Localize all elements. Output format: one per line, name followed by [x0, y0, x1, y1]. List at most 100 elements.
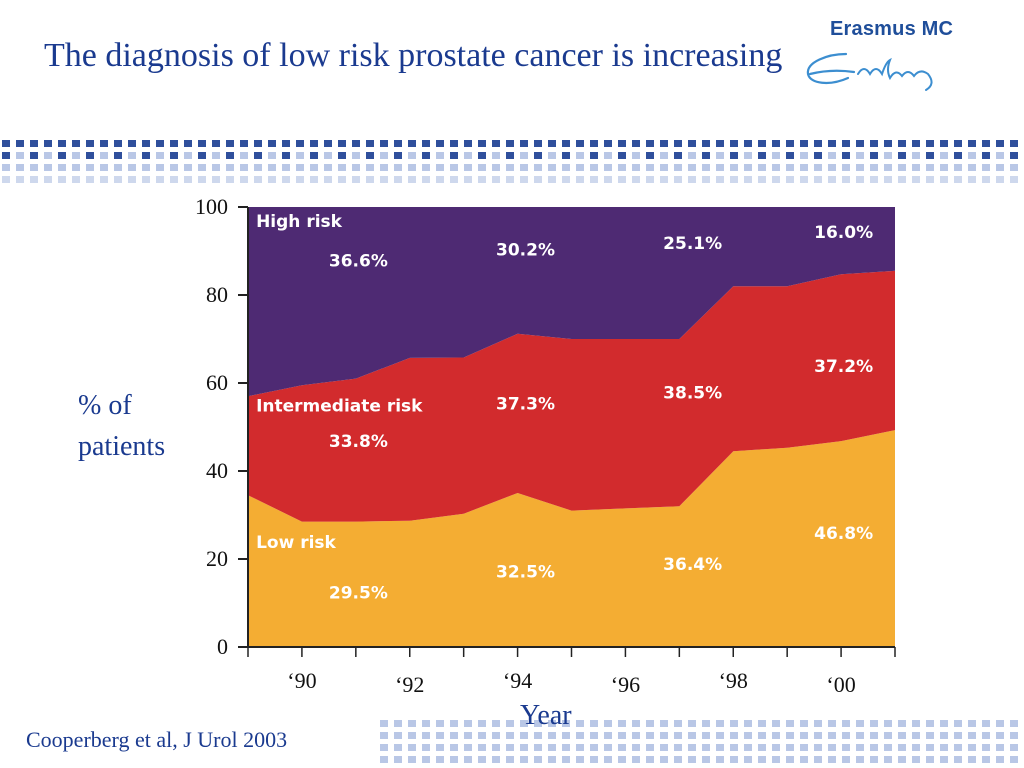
band-square [688, 140, 696, 147]
band-square [534, 732, 542, 739]
band-square [590, 756, 598, 763]
band-square [800, 720, 808, 727]
band-square [926, 756, 934, 763]
y-tick-label: 40 [206, 458, 228, 483]
band-square [254, 140, 262, 147]
band-square [758, 732, 766, 739]
band-square [982, 164, 990, 171]
band-square [982, 176, 990, 183]
band-square [842, 152, 850, 159]
band-square [212, 140, 220, 147]
band-square [436, 732, 444, 739]
band-square [394, 756, 402, 763]
band-square [338, 152, 346, 159]
band-square [800, 164, 808, 171]
band-square [926, 176, 934, 183]
band-square [702, 756, 710, 763]
band-square [870, 152, 878, 159]
band-square [114, 176, 122, 183]
band-square [478, 164, 486, 171]
band-square [296, 152, 304, 159]
band-square [506, 152, 514, 159]
band-square [716, 176, 724, 183]
band-square [590, 140, 598, 147]
x-axis-title: Year [520, 700, 572, 731]
band-square [982, 756, 990, 763]
band-square [534, 756, 542, 763]
band-square [422, 140, 430, 147]
band-square [576, 744, 584, 751]
band-square [30, 152, 38, 159]
area-label: 30.2% [496, 240, 555, 260]
band-square [170, 176, 178, 183]
band-square [576, 164, 584, 171]
band-square [310, 176, 318, 183]
band-square [534, 744, 542, 751]
band-square [660, 164, 668, 171]
band-square [268, 164, 276, 171]
band-square [408, 756, 416, 763]
band-square [16, 140, 24, 147]
band-square [842, 164, 850, 171]
band-square [170, 152, 178, 159]
y-tick-label: 100 [195, 194, 228, 219]
band-square [72, 176, 80, 183]
band-square [16, 176, 24, 183]
area-label: High risk [256, 212, 343, 232]
band-square [898, 720, 906, 727]
band-square [576, 152, 584, 159]
band-square [492, 164, 500, 171]
band-square [506, 732, 514, 739]
band-square [492, 732, 500, 739]
band-square [254, 152, 262, 159]
band-square [618, 756, 626, 763]
band-square [366, 176, 374, 183]
band-square [814, 152, 822, 159]
band-square [898, 732, 906, 739]
band-square [940, 176, 948, 183]
band-square [114, 164, 122, 171]
band-square [506, 140, 514, 147]
band-square [142, 176, 150, 183]
band-square [380, 720, 388, 727]
band-square [744, 756, 752, 763]
band-square [100, 140, 108, 147]
band-square [296, 140, 304, 147]
band-square [240, 140, 248, 147]
band-square [590, 164, 598, 171]
band-square [450, 732, 458, 739]
band-square [758, 720, 766, 727]
band-square [632, 720, 640, 727]
band-square [800, 744, 808, 751]
band-square [744, 732, 752, 739]
band-square [618, 720, 626, 727]
band-square [380, 744, 388, 751]
band-square [562, 140, 570, 147]
band-square [828, 756, 836, 763]
band-square [576, 756, 584, 763]
band-square [828, 140, 836, 147]
band-square [730, 732, 738, 739]
band-square [380, 152, 388, 159]
band-square [310, 164, 318, 171]
band-square [744, 720, 752, 727]
band-square [996, 140, 1004, 147]
band-square [450, 756, 458, 763]
band-square [996, 152, 1004, 159]
band-square [912, 176, 920, 183]
band-square [436, 176, 444, 183]
band-square [758, 164, 766, 171]
band-square [534, 152, 542, 159]
band-square [408, 720, 416, 727]
band-square [44, 176, 52, 183]
band-square [618, 164, 626, 171]
band-square [282, 140, 290, 147]
band-square [926, 732, 934, 739]
band-square [114, 140, 122, 147]
band-square [716, 744, 724, 751]
band-square [912, 140, 920, 147]
band-square [380, 176, 388, 183]
band-square [254, 176, 262, 183]
band-square [940, 744, 948, 751]
band-square [324, 164, 332, 171]
